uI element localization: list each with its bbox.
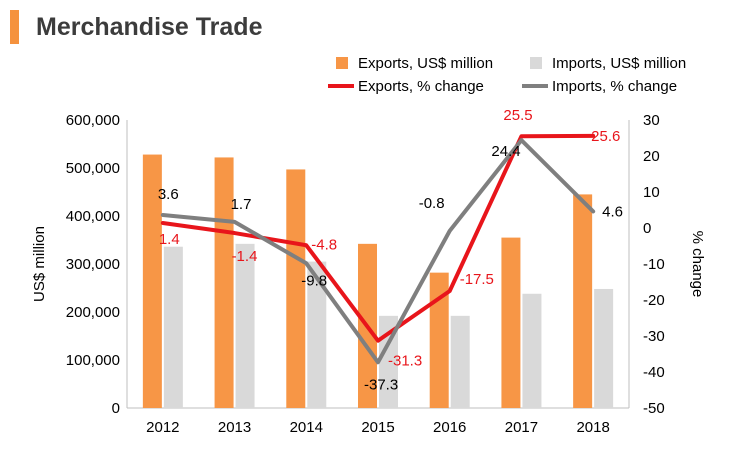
- y-left-tick-label: 600,000: [66, 112, 120, 129]
- y-left-tick-label: 0: [112, 400, 120, 417]
- y-right-axis-title: % change: [689, 231, 706, 298]
- legend-exports-bar-swatch: [336, 57, 348, 69]
- y-right-tick-label: 20: [643, 148, 660, 165]
- page-title: Merchandise Trade: [36, 13, 263, 41]
- y-right-tick-label: -50: [643, 400, 665, 417]
- exports-change-data-label: -4.8: [311, 236, 337, 253]
- y-left-tick-label: 500,000: [66, 160, 120, 177]
- imports-change-data-label: 4.6: [602, 203, 623, 220]
- imports-change-data-label: -9.8: [301, 272, 327, 289]
- exports-change-data-label: -1.4: [232, 248, 258, 265]
- x-tick-label: 2016: [433, 419, 466, 436]
- imports-bar: [163, 246, 183, 408]
- imports-bar: [235, 243, 255, 408]
- exports-bar: [429, 272, 449, 408]
- exports-change-data-label: 25.6: [591, 128, 620, 145]
- y-right-tick-label: 30: [643, 112, 660, 129]
- exports-change-data-label: -31.3: [388, 353, 422, 370]
- exports-bar: [573, 194, 593, 408]
- x-tick-label: 2017: [505, 419, 538, 436]
- y-right-tick-label: -10: [643, 256, 665, 273]
- y-right-tick-label: -40: [643, 364, 665, 381]
- x-tick-label: 2015: [361, 419, 394, 436]
- imports-bar: [594, 288, 614, 408]
- exports-change-line: [160, 133, 596, 343]
- imports-change-data-label: 1.7: [231, 196, 252, 213]
- y-left-tick-label: 400,000: [66, 208, 120, 225]
- imports-bar: [307, 261, 327, 408]
- imports-change-data-label: -37.3: [364, 376, 398, 393]
- y-left-axis-title: US$ million: [31, 226, 48, 302]
- y-left-tick-label: 300,000: [66, 256, 120, 273]
- y-right-tick-label: 10: [643, 184, 660, 201]
- y-right-tick-label: -20: [643, 292, 665, 309]
- legend-imports-bar-swatch: [530, 57, 542, 69]
- imports-change-line: [160, 138, 596, 365]
- exports-bar: [142, 154, 162, 408]
- x-tick-label: 2013: [218, 419, 251, 436]
- imports-change-data-label: 24.4: [491, 143, 520, 160]
- y-left-tick-label: 100,000: [66, 352, 120, 369]
- y-left-tick-label: 200,000: [66, 304, 120, 321]
- imports-change-data-label: -0.8: [419, 195, 445, 212]
- imports-bar: [522, 293, 542, 408]
- imports-bar: [450, 315, 470, 408]
- x-tick-label: 2018: [576, 419, 609, 436]
- title-accent-bar: [10, 10, 19, 44]
- legend-exports-bar-label: Exports, US$ million: [358, 55, 493, 72]
- exports-bar: [286, 169, 306, 408]
- x-tick-label: 2012: [146, 419, 179, 436]
- exports-change-data-label: 1.4: [159, 231, 180, 248]
- x-tick-label: 2014: [290, 419, 323, 436]
- y-right-tick-label: -30: [643, 328, 665, 345]
- legend-exports-line-label: Exports, % change: [358, 78, 484, 95]
- exports-change-data-label: -17.5: [460, 271, 494, 288]
- y-right-tick-label: 0: [643, 220, 651, 237]
- imports-change-data-label: 3.6: [158, 186, 179, 203]
- exports-change-data-label: 25.5: [503, 107, 532, 124]
- legend-imports-bar-label: Imports, US$ million: [552, 55, 686, 72]
- exports-bar: [501, 237, 521, 408]
- legend-imports-line-label: Imports, % change: [552, 78, 677, 95]
